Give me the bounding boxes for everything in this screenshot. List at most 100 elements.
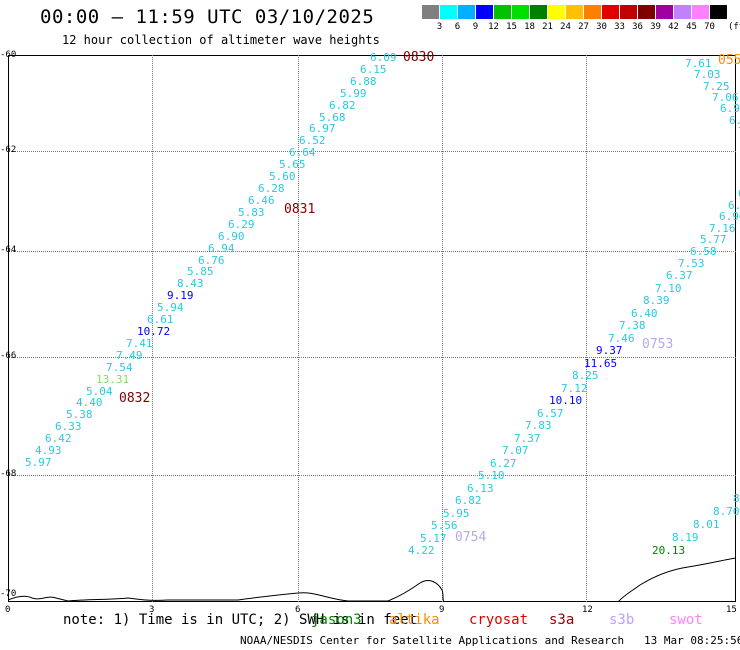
- swh-value-label: 5.10: [478, 469, 505, 482]
- color-bar-unit: (ft): [728, 22, 740, 32]
- color-bar-swatch: [656, 5, 673, 19]
- gridline-x-9: [442, 55, 443, 602]
- color-bar-label: 15: [506, 22, 517, 32]
- swh-value-label: 6.46: [248, 194, 275, 207]
- color-bar-swatch: [530, 5, 547, 19]
- swh-value-label: 6.52: [299, 134, 326, 147]
- swh-value-label: 4.93: [35, 444, 62, 457]
- x-tick-label: 9: [439, 605, 445, 615]
- swh-value-label: 7.49: [116, 349, 143, 362]
- pass-label: 0832: [119, 391, 151, 406]
- swh-value-label: 8.19: [672, 531, 699, 544]
- legend-altika: altika: [389, 612, 440, 628]
- swh-value-label: 6.15: [360, 63, 387, 76]
- swh-value-label: 6.8: [729, 114, 740, 127]
- swh-value-label: 6.28: [258, 182, 285, 195]
- color-bar-swatch: [494, 5, 511, 19]
- swh-value-label: 6.82: [455, 494, 482, 507]
- swh-value-label: 6.97: [309, 122, 336, 135]
- color-bar-label: 24: [560, 22, 571, 32]
- y-tick-label: -68: [0, 469, 17, 479]
- x-tick-label: 12: [582, 605, 593, 615]
- color-bar-label: 39: [650, 22, 661, 32]
- y-tick-label: -60: [0, 50, 17, 60]
- footer-timestamp: 13 Mar 08:25:56 UTC 2025: [643, 634, 740, 647]
- swh-value-label: 5.99: [340, 87, 367, 100]
- x-tick-label: 3: [149, 605, 155, 615]
- color-bar-label: 18: [524, 22, 535, 32]
- swh-value-label: 5.77: [700, 233, 727, 246]
- color-bar-label: 36: [632, 22, 643, 32]
- color-bar-label: 6: [454, 22, 461, 32]
- swh-value-label: 7.07: [502, 444, 529, 457]
- gridline-y-68: [8, 475, 736, 476]
- note-text: note: 1) Time is in UTC; 2) SWH is in fe…: [63, 612, 418, 628]
- color-bar-swatch: [440, 5, 457, 19]
- color-bar-swatch: [710, 5, 727, 19]
- swh-value-label: 5.94: [157, 301, 184, 314]
- swh-value-label: 7.83: [525, 419, 552, 432]
- y-tick-label: -64: [0, 245, 17, 255]
- swh-value-label: 6.42: [45, 432, 72, 445]
- legend-jason3: jason3: [311, 612, 362, 628]
- swh-value-label: 6.90: [218, 230, 245, 243]
- swh-value-label: 6.37: [666, 269, 693, 282]
- gridline-y-64: [8, 251, 736, 252]
- footer-credit: NOAA/NESDIS Center for Satellite Applica…: [240, 634, 740, 647]
- gridline-y-62: [8, 151, 736, 152]
- swh-value-label: 4.22: [408, 544, 435, 557]
- color-bar-label: 42: [668, 22, 679, 32]
- swh-value-label: 6.61: [147, 313, 174, 326]
- swh-value-label: 6.58: [690, 245, 717, 258]
- swh-value-label: 6.94: [208, 242, 235, 255]
- color-bar-swatch: [512, 5, 529, 19]
- color-bar-swatch: [566, 5, 583, 19]
- swh-value-label: 4.40: [76, 396, 103, 409]
- plot-area: [8, 55, 736, 602]
- swh-value-label: 6.82: [329, 99, 356, 112]
- swh-value-label: 5.17: [420, 532, 447, 545]
- swh-value-label: 5.83: [238, 206, 265, 219]
- swh-value-label: 6.9: [728, 199, 740, 212]
- swh-value-label: 7: [738, 126, 740, 137]
- swh-value-label: 5.97: [25, 456, 52, 469]
- swh-value-label: 6.09: [370, 51, 397, 64]
- color-bar-swatch: [638, 5, 655, 19]
- pass-label: 0830: [403, 50, 435, 65]
- y-tick-label: -62: [0, 145, 17, 155]
- swh-value-label: 8.25: [572, 369, 599, 382]
- color-bar-label: 45: [686, 22, 697, 32]
- swh-value-label: 5.04: [86, 385, 113, 398]
- swh-value-label: 6.40: [631, 307, 658, 320]
- pass-label: 0754: [455, 530, 487, 545]
- swh-value-label: 10.10: [549, 394, 583, 407]
- swh-value-label: 10.72: [137, 325, 171, 338]
- legend-s3b: s3b: [609, 612, 635, 628]
- swh-value-label: 7.54: [106, 361, 133, 374]
- color-bar-swatch: [602, 5, 619, 19]
- swh-value-label: 7.06: [712, 91, 739, 104]
- swh-value-label: 5.38: [66, 408, 93, 421]
- swh-value-label: 9.19: [167, 289, 194, 302]
- color-bar-label: 70: [704, 22, 715, 32]
- coastline: [8, 557, 736, 602]
- swh-value-label: 8.70: [713, 505, 740, 518]
- swh-value-label: 6: [738, 188, 740, 199]
- swh-value-label: 20.13: [652, 544, 686, 557]
- swh-value-label: 5.65: [279, 158, 306, 171]
- swh-value-label: 6.13: [467, 482, 494, 495]
- swh-value-label: 8.43: [177, 277, 204, 290]
- legend-cryosat: cryosat: [469, 612, 529, 628]
- color-bar-label: 12: [488, 22, 499, 32]
- swh-value-label: 7.38: [619, 319, 646, 332]
- pass-label: 0753: [642, 337, 674, 352]
- swh-value-label: 5.68: [319, 111, 346, 124]
- swh-value-label: 5.60: [269, 170, 296, 183]
- chart-subtitle: 12 hour collection of altimeter wave hei…: [62, 33, 380, 47]
- swh-value-label: 8.39: [643, 294, 670, 307]
- x-tick-label: 15: [726, 605, 737, 615]
- gridline-x-12: [586, 55, 587, 602]
- swh-value-label: 5.85: [187, 265, 214, 278]
- color-bar-label: 21: [542, 22, 553, 32]
